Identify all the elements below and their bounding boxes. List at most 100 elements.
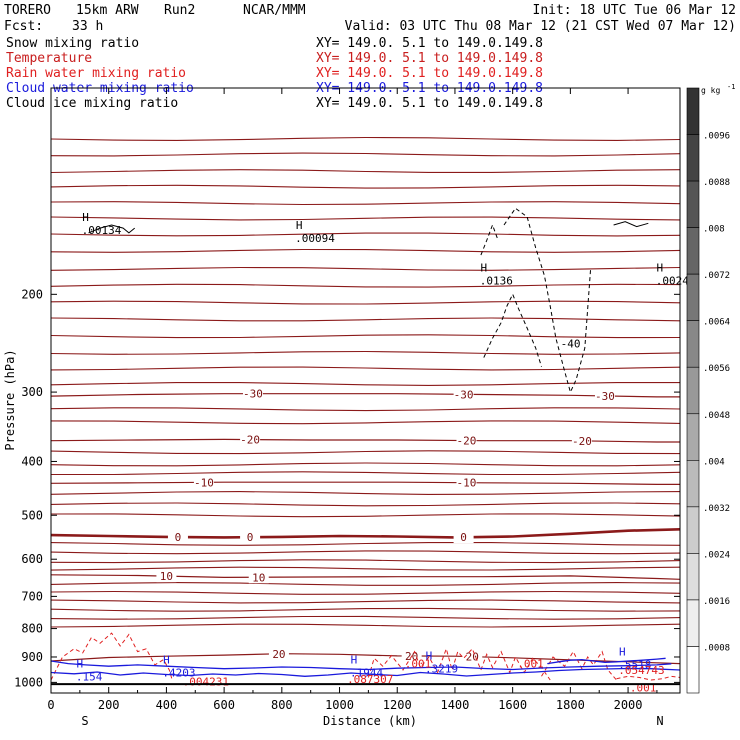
contour-label: -20 bbox=[457, 435, 477, 448]
maximum-symbol: H bbox=[296, 219, 303, 232]
isotherm-line bbox=[50, 420, 681, 425]
contour-label: 0 bbox=[460, 531, 467, 544]
isotherm-line bbox=[50, 542, 681, 546]
colorbar-bin bbox=[686, 553, 700, 601]
contour-label-bg bbox=[456, 434, 477, 447]
y-tick-label: 300 bbox=[21, 385, 43, 399]
maximum-value: .0136 bbox=[480, 275, 513, 288]
maximum-value: .001 bbox=[405, 657, 432, 670]
colorbar-label: .0008 bbox=[703, 643, 730, 653]
contour-label-bg bbox=[242, 387, 263, 400]
isotherm-line bbox=[50, 462, 681, 467]
colorbar-label: .004 bbox=[703, 457, 725, 467]
contour-label: 0 bbox=[247, 531, 254, 544]
colorbar-label: .0024 bbox=[703, 550, 730, 560]
colorbar-unit: g kg bbox=[701, 86, 720, 95]
contour-label: -30 bbox=[595, 390, 615, 403]
isotherm-line bbox=[51, 471, 681, 476]
field-xy-range: XY= 149.0. 5.1 to 149.0.149.8 bbox=[316, 36, 543, 51]
isotherm-line bbox=[50, 582, 681, 586]
x-tick-label: 600 bbox=[213, 698, 235, 712]
colorbar-bin bbox=[686, 646, 700, 694]
colorbar-bin bbox=[686, 180, 700, 228]
isotherm-line bbox=[50, 607, 681, 612]
cloud-water-contour bbox=[547, 657, 666, 665]
y-tick-label: 700 bbox=[21, 589, 43, 603]
temperature-contour bbox=[50, 481, 680, 485]
y-axis-label: Pressure (hPa) bbox=[3, 349, 17, 450]
isotherm-line bbox=[50, 266, 681, 271]
maximum-value: .1944 bbox=[350, 666, 383, 679]
contour-label-bg bbox=[453, 388, 474, 401]
run-label: Run2 bbox=[164, 3, 195, 18]
isotherm-line bbox=[50, 248, 681, 253]
colorbar-label: .0016 bbox=[703, 597, 730, 607]
maximum-value: .4203 bbox=[162, 666, 195, 679]
colorbar-unit-exponent: -1 bbox=[727, 83, 735, 91]
colorbar-label: .0072 bbox=[703, 271, 730, 281]
field-name: Cloud ice mixing ratio bbox=[6, 96, 178, 111]
contour-label: -20 bbox=[240, 434, 260, 447]
isotherm-line bbox=[50, 513, 681, 518]
maximum-symbol: H bbox=[77, 657, 84, 670]
ice-contour bbox=[88, 224, 136, 234]
maximum-value: .0024 bbox=[656, 275, 689, 288]
y-tick-label: 900 bbox=[21, 650, 43, 664]
header-block: TORERO 15km ARW Run2 NCAR/MMM Init: 18 U… bbox=[4, 3, 736, 34]
colorbar-label: .0056 bbox=[703, 364, 730, 374]
snow-contours bbox=[480, 207, 592, 394]
isotherm-line bbox=[50, 283, 681, 288]
axes: 0 200 400 600 800 1000 1200 1400 1600 1800 2000 20… bbox=[3, 88, 680, 728]
model-resolution: 15km ARW bbox=[76, 3, 139, 18]
maximum-value: .5518 bbox=[618, 659, 651, 672]
colorbar-bin bbox=[686, 460, 700, 508]
isotherm-lines bbox=[50, 136, 681, 628]
maximum-value: .004231 bbox=[183, 675, 229, 688]
maximum-symbol: H bbox=[656, 262, 663, 275]
north-endpoint-label: N bbox=[656, 714, 663, 728]
contour-label-bg bbox=[462, 650, 483, 663]
ice-contours bbox=[88, 221, 649, 234]
y-tick-label: 1000 bbox=[14, 675, 43, 689]
rain-contour bbox=[367, 647, 551, 681]
x-tick-label: 1200 bbox=[383, 698, 412, 712]
temperature-contour bbox=[50, 438, 680, 443]
isotherm-line bbox=[50, 169, 681, 174]
contour-label-bg bbox=[268, 647, 289, 660]
contour-label: -30 bbox=[243, 388, 263, 401]
field-xy-range: XY= 149.0. 5.1 to 149.0.149.8 bbox=[316, 96, 543, 111]
temperature-contour bbox=[50, 528, 681, 539]
maximum-symbol: H bbox=[619, 646, 626, 659]
field-xy-range: XY= 149.0. 5.1 to 149.0.149.8 bbox=[316, 66, 543, 81]
maximum-value: -40 bbox=[561, 337, 581, 350]
ice-contour bbox=[613, 221, 649, 228]
colorbar-label: .0088 bbox=[703, 178, 730, 188]
isotherm-line bbox=[50, 615, 681, 620]
isotherm-line bbox=[50, 350, 681, 355]
snow-contour bbox=[483, 293, 542, 367]
center-name: NCAR/MMM bbox=[243, 3, 306, 18]
colorbar-bin bbox=[686, 413, 700, 461]
contour-label-bg bbox=[156, 570, 177, 583]
isotherm-line bbox=[50, 136, 681, 141]
temperature-contour bbox=[50, 393, 680, 398]
isotherm-line bbox=[50, 590, 681, 595]
maximum-value: .00094 bbox=[295, 232, 335, 245]
contour-label: 0 bbox=[175, 531, 182, 544]
contour-label-bg bbox=[193, 476, 214, 489]
maximum-value: .001 bbox=[517, 657, 544, 670]
contour-label-bg bbox=[240, 433, 261, 446]
isotherm-line bbox=[50, 450, 681, 455]
isotherm-line bbox=[50, 366, 681, 371]
field-name: Snow mixing ratio bbox=[6, 36, 139, 51]
colorbar-label: .0064 bbox=[703, 318, 730, 328]
isotherm-line bbox=[50, 407, 681, 412]
maximum-symbol: H bbox=[351, 653, 358, 666]
colorbar-bin bbox=[686, 599, 700, 647]
isotherm-line bbox=[50, 300, 681, 305]
colorbar-bin bbox=[686, 366, 700, 415]
colorbar-label: .0048 bbox=[703, 411, 730, 421]
isotherm-line bbox=[50, 382, 680, 386]
maximum-value: .3219 bbox=[425, 663, 458, 676]
